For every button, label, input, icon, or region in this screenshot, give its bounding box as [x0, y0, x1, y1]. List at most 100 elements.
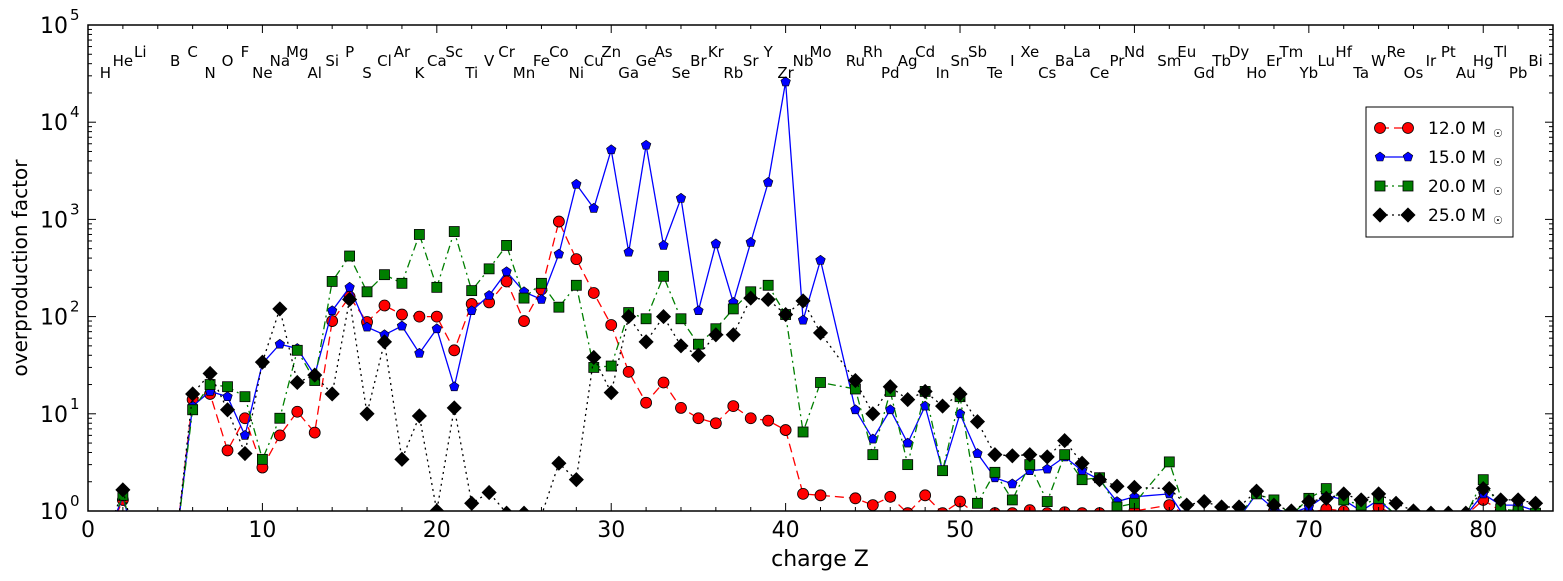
data-point: [518, 292, 530, 304]
element-label: Cu: [584, 52, 604, 70]
data-point: [1179, 497, 1195, 511]
data-point: [1006, 494, 1018, 506]
data-point: [812, 325, 829, 341]
data-point: [1022, 447, 1038, 463]
element-label: Zn: [601, 43, 621, 61]
data-point: [606, 144, 617, 155]
element-label: Pt: [1441, 43, 1456, 61]
data-point: [587, 287, 600, 299]
data-point: [1059, 449, 1071, 461]
data-point: [882, 379, 898, 395]
legend-marker-end: [1402, 180, 1414, 192]
legend-sun-symbol: ☉: [1493, 185, 1503, 198]
data-point: [378, 299, 391, 312]
data-point: [1248, 483, 1265, 499]
data-point: [902, 459, 914, 471]
data-point: [692, 412, 705, 425]
data-point: [902, 507, 914, 511]
element-label: Na: [270, 52, 290, 70]
element-label: F: [241, 43, 250, 61]
data-point: [1371, 486, 1387, 502]
data-point: [1109, 478, 1125, 494]
y-axis-label: overproduction factor: [8, 159, 32, 377]
x-tick-label: 0: [81, 518, 95, 543]
data-point: [326, 315, 339, 327]
element-label: Pr: [1110, 52, 1126, 70]
element-label: Sr: [743, 52, 760, 70]
data-point: [693, 338, 704, 350]
data-point: [254, 354, 270, 370]
data-point: [115, 482, 131, 498]
data-point: [937, 507, 949, 511]
element-label: Br: [690, 52, 707, 70]
data-point: [972, 448, 983, 458]
data-point: [274, 338, 285, 349]
element-label: Xe: [1020, 43, 1039, 61]
data-point: [763, 177, 774, 187]
element-label: Rh: [863, 43, 883, 61]
element-label: Y: [763, 43, 774, 61]
x-tick-label: 80: [1469, 518, 1497, 543]
data-point: [989, 466, 1001, 478]
element-label: Ru: [846, 52, 865, 70]
data-point: [518, 315, 530, 327]
data-point: [483, 263, 495, 275]
legend-label: 25.0 M: [1428, 206, 1486, 226]
data-point: [466, 305, 477, 316]
data-point: [655, 309, 672, 325]
data-point: [219, 402, 236, 418]
data-point: [1283, 503, 1299, 511]
legend-marker-start: [1374, 122, 1386, 134]
data-point: [884, 490, 897, 503]
data-point: [551, 455, 567, 471]
data-point: [221, 444, 234, 457]
data-point: [900, 392, 916, 408]
data-point: [222, 391, 233, 402]
data-point: [847, 372, 863, 389]
data-point: [623, 246, 634, 257]
data-point: [239, 391, 251, 403]
data-point: [1163, 456, 1175, 468]
element-label: Os: [1404, 64, 1424, 82]
data-point: [431, 281, 443, 293]
data-point: [917, 383, 933, 399]
element-label: P: [345, 43, 354, 61]
data-point: [588, 202, 599, 213]
data-point: [1214, 499, 1230, 511]
element-label: Mn: [513, 64, 535, 82]
element-label: Pb: [1509, 64, 1528, 82]
element-label: Er: [1266, 52, 1282, 70]
data-point: [448, 226, 460, 237]
element-label: Ni: [569, 64, 584, 82]
data-point: [1336, 486, 1352, 502]
element-label: Bi: [1528, 52, 1542, 70]
legend-marker-start: [1374, 180, 1386, 192]
element-label: Sm: [1157, 52, 1181, 70]
data-point: [638, 334, 654, 350]
x-tick-label: 40: [772, 518, 800, 543]
data-point: [1004, 448, 1020, 464]
data-point: [431, 323, 442, 334]
data-point: [1074, 455, 1090, 471]
data-point: [289, 374, 305, 391]
data-point: [568, 472, 584, 488]
element-label: Pd: [881, 64, 900, 82]
data-point: [744, 412, 757, 425]
element-label: Nb: [793, 52, 814, 70]
data-point: [274, 412, 286, 424]
data-point: [536, 277, 547, 289]
data-point: [308, 426, 321, 439]
data-point: [344, 281, 355, 292]
data-point: [586, 349, 602, 366]
data-point: [553, 301, 565, 313]
data-point: [709, 417, 722, 430]
element-label: S: [362, 64, 372, 82]
data-point: [760, 291, 776, 308]
data-point: [815, 254, 826, 265]
element-label: Ho: [1246, 64, 1266, 82]
element-label: Gd: [1194, 64, 1215, 82]
element-label: K: [414, 64, 425, 82]
element-label: Cd: [915, 43, 935, 61]
